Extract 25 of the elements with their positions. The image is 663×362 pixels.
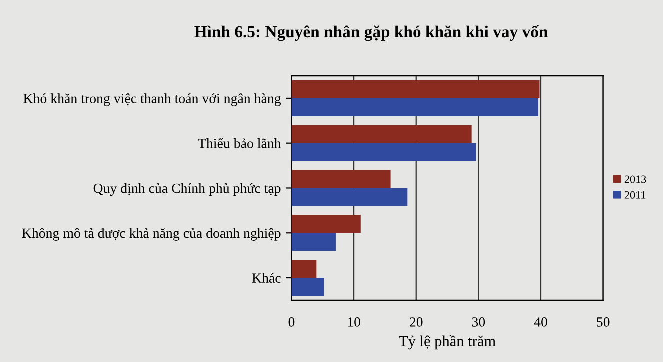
bar <box>292 125 472 144</box>
y-tick-label: Khác <box>252 273 281 283</box>
bar <box>292 98 539 116</box>
y-tick-label: Thiếu bảo lãnh <box>198 138 282 148</box>
y-tick-label: Không mô tả được khả năng của doanh nghiệp <box>22 228 281 241</box>
bar <box>292 170 391 188</box>
y-tick-label: Khó khăn trong việc thanh toán với ngân hàng <box>24 94 282 106</box>
bar <box>292 143 476 162</box>
x-axis-title: Tỷ lệ phần trăm <box>399 335 496 350</box>
bar <box>292 233 336 252</box>
legend-label: 2011 <box>624 191 646 199</box>
x-tick-label: 20 <box>410 318 423 327</box>
chart-title: Hình 6.5: Nguyên nhân gặp khó khăn khi vay vốn <box>194 25 548 42</box>
y-tick-label: Quy định của Chính phủ phức tạp <box>94 183 281 196</box>
bar <box>292 260 317 278</box>
x-tick-label: 50 <box>597 318 610 327</box>
bar <box>292 278 324 296</box>
legend-label: 2013 <box>624 176 646 184</box>
bar <box>292 215 361 234</box>
x-tick-label: 40 <box>534 318 548 327</box>
x-tick-label: 0 <box>288 318 295 327</box>
bar <box>292 188 408 206</box>
bar <box>292 80 540 98</box>
x-tick-label: 10 <box>348 318 360 327</box>
x-tick-label: 30 <box>472 318 486 327</box>
